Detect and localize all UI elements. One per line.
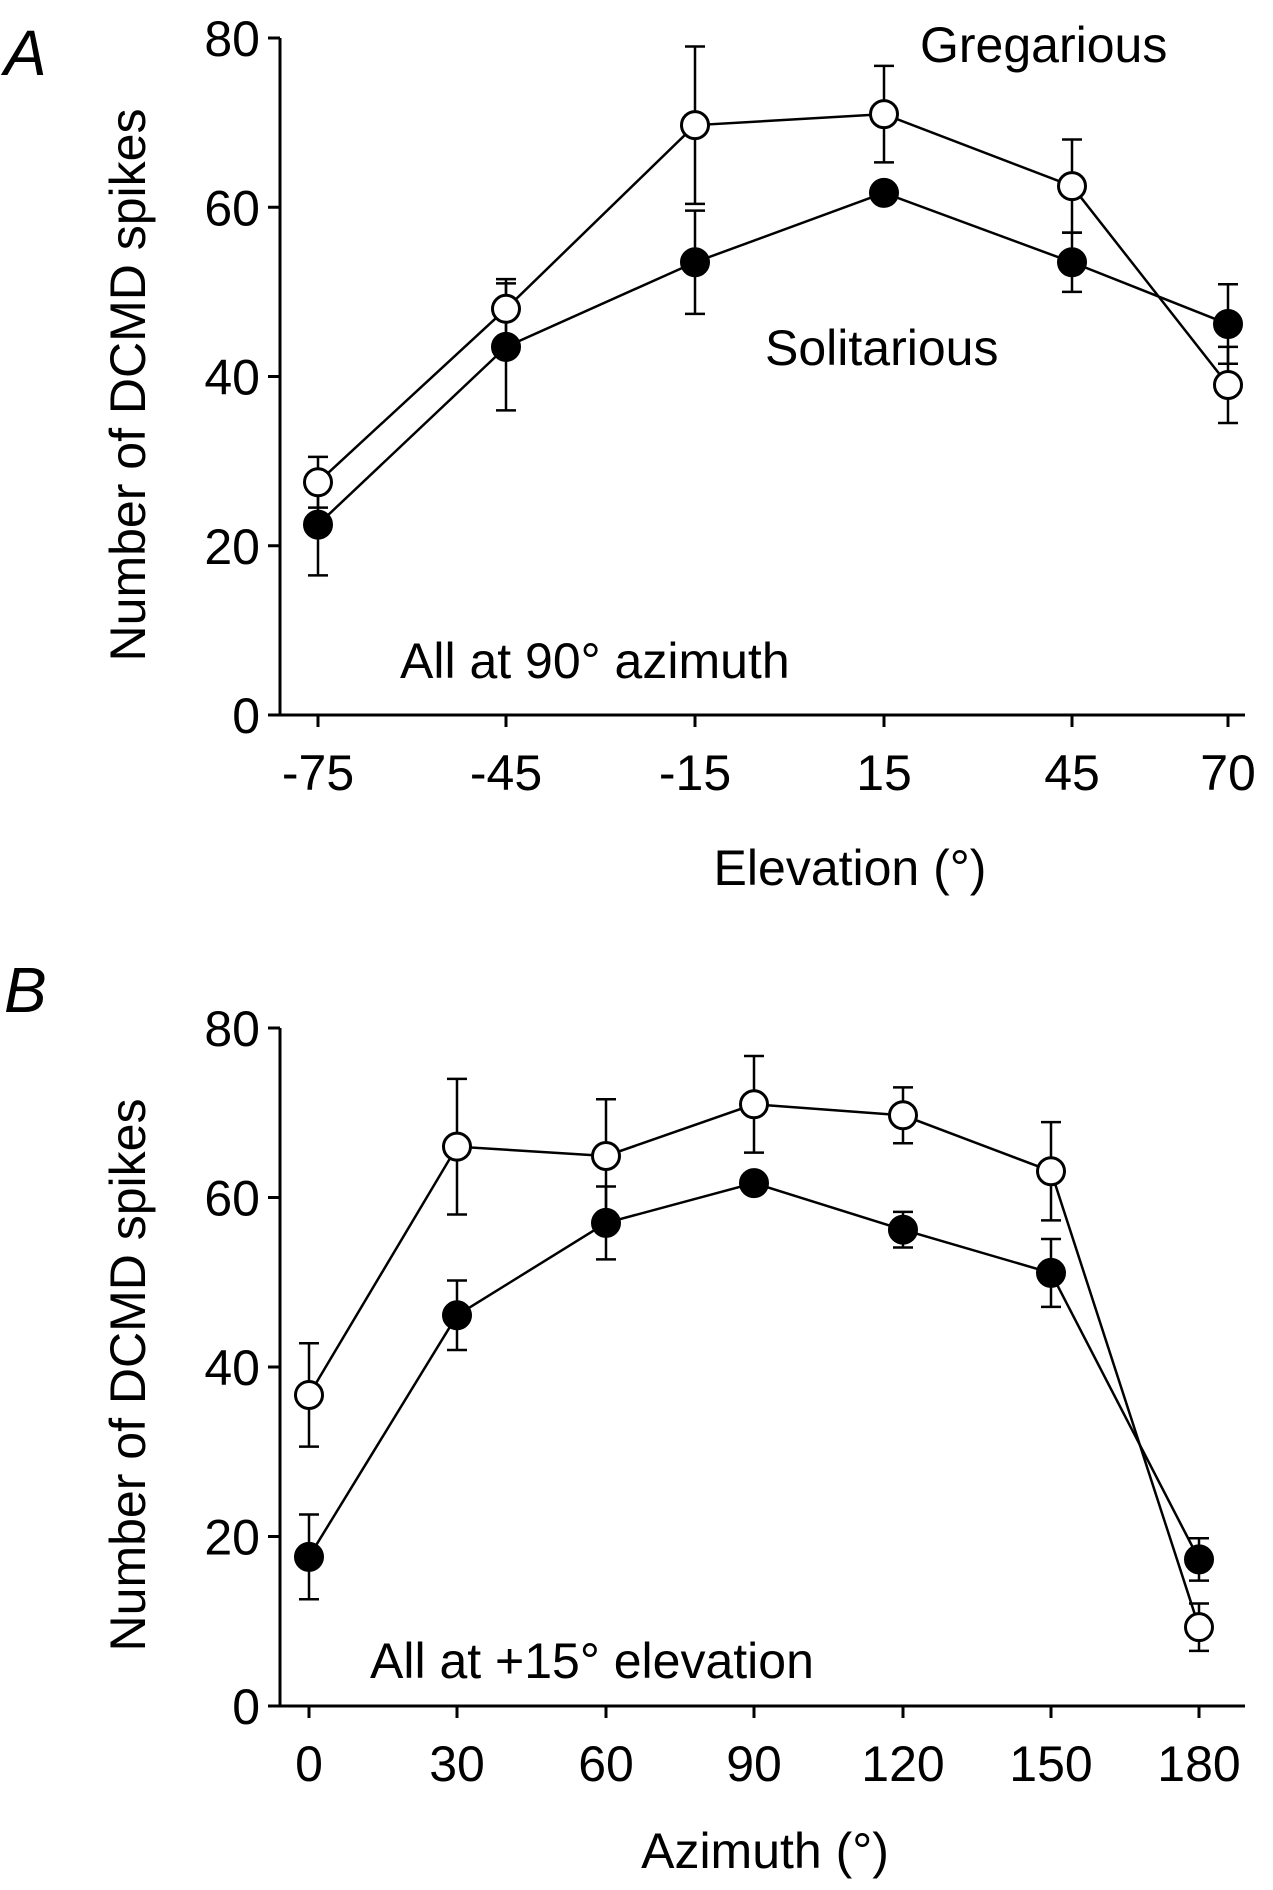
- data-point-gregarious: [1184, 1612, 1214, 1643]
- y-tick-label: 40: [204, 350, 260, 406]
- data-point-solitarious: [869, 177, 899, 208]
- y-tick-label: 20: [204, 519, 260, 575]
- data-point-gregarious: [739, 1089, 769, 1120]
- x-tick-label: 0: [295, 1736, 323, 1792]
- panel-a-label: A: [0, 17, 47, 89]
- data-point-solitarious: [1057, 247, 1087, 278]
- legend-label-gregarious: Gregarious: [920, 17, 1167, 73]
- panel-b-annotation: All at +15° elevation: [370, 1633, 814, 1689]
- data-point-solitarious: [591, 1207, 621, 1238]
- x-tick-label: 180: [1157, 1736, 1240, 1792]
- x-tick-label: 120: [861, 1736, 944, 1792]
- data-point-solitarious: [888, 1214, 918, 1245]
- y-tick-label: 40: [204, 1340, 260, 1396]
- data-point-gregarious: [869, 99, 899, 130]
- data-point-gregarious: [491, 293, 521, 324]
- series-line-gregarious: [317, 112, 1229, 484]
- x-tick-label: 30: [429, 1736, 485, 1792]
- panel-a-y-axis-label: Number of DCMD spikes: [100, 109, 156, 662]
- data-point-solitarious: [1184, 1544, 1214, 1575]
- x-tick-label: 70: [1200, 745, 1256, 801]
- y-tick-label: 80: [204, 11, 260, 67]
- data-point-gregarious: [303, 467, 333, 498]
- panel-b: B 0 20 40 60 80 0 30 60 90 120 150 180 Number of D…: [4, 954, 1245, 1879]
- y-tick-label: 60: [204, 180, 260, 236]
- panel-a-x-axis-label: Elevation (°): [714, 840, 987, 896]
- x-tick-label: 150: [1009, 1736, 1092, 1792]
- panel-a: A 0 20 40 60 80 -75 -45 -15 15 45 70 Number of DC…: [0, 11, 1256, 896]
- panel-b-y-axis-label: Number of DCMD spikes: [100, 1099, 156, 1652]
- x-tick-label: -15: [659, 745, 731, 801]
- data-point-solitarious: [303, 509, 333, 540]
- data-point-gregarious: [888, 1100, 918, 1131]
- series-line-solitarious: [317, 191, 1229, 526]
- y-tick-label: 0: [232, 1679, 260, 1735]
- y-tick-label: 20: [204, 1510, 260, 1566]
- panel-b-label: B: [4, 954, 47, 1026]
- x-tick-label: 15: [856, 745, 912, 801]
- x-tick-label: 60: [578, 1736, 634, 1792]
- data-point-gregarious: [1213, 369, 1243, 400]
- data-point-solitarious: [294, 1541, 324, 1572]
- x-tick-label: -75: [282, 745, 354, 801]
- data-point-gregarious: [680, 110, 710, 141]
- x-tick-label: 45: [1044, 745, 1100, 801]
- y-tick-label: 60: [204, 1171, 260, 1227]
- x-tick-label: -45: [470, 745, 542, 801]
- data-point-gregarious: [1057, 171, 1087, 202]
- x-tick-label: 90: [726, 1736, 782, 1792]
- y-tick-label: 0: [232, 688, 260, 744]
- data-point-gregarious: [1036, 1156, 1066, 1187]
- data-point-solitarious: [1036, 1257, 1066, 1288]
- data-point-gregarious: [591, 1140, 621, 1171]
- data-point-solitarious: [739, 1168, 769, 1199]
- data-point-solitarious: [442, 1300, 472, 1331]
- data-point-solitarious: [680, 247, 710, 278]
- series-line-solitarious: [307, 1181, 1201, 1560]
- data-point-solitarious: [1213, 309, 1243, 340]
- data-point-gregarious: [442, 1131, 472, 1162]
- legend-label-solitarious: Solitarious: [765, 320, 998, 376]
- y-tick-label: 80: [204, 1001, 260, 1057]
- data-point-solitarious: [491, 331, 521, 362]
- panel-a-annotation: All at 90° azimuth: [400, 633, 790, 689]
- data-point-gregarious: [294, 1379, 324, 1410]
- panel-b-x-axis-label: Azimuth (°): [641, 1823, 889, 1879]
